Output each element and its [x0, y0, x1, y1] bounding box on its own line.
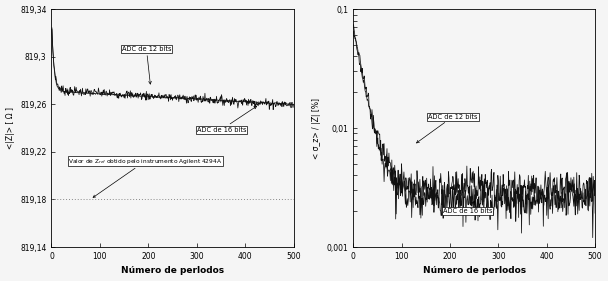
Text: Valor de Z$_{ref}$ obtido pelo instrumento Agilent 4294A: Valor de Z$_{ref}$ obtido pelo instrumen…: [69, 157, 223, 198]
Text: ADC de 16 bits: ADC de 16 bits: [197, 106, 257, 133]
Text: ADC de 12 bits: ADC de 12 bits: [416, 114, 478, 143]
Text: ADC de 12 bits: ADC de 12 bits: [122, 46, 171, 84]
X-axis label: Número de perlodos: Número de perlodos: [423, 266, 526, 275]
Y-axis label: < σ_z> / |Z̅| [%]: < σ_z> / |Z̅| [%]: [312, 98, 321, 158]
Y-axis label: <|Z|> [ Ω ]: <|Z|> [ Ω ]: [5, 107, 15, 149]
X-axis label: Número de perlodos: Número de perlodos: [121, 266, 224, 275]
Text: ADC de 16 bits: ADC de 16 bits: [443, 201, 492, 214]
